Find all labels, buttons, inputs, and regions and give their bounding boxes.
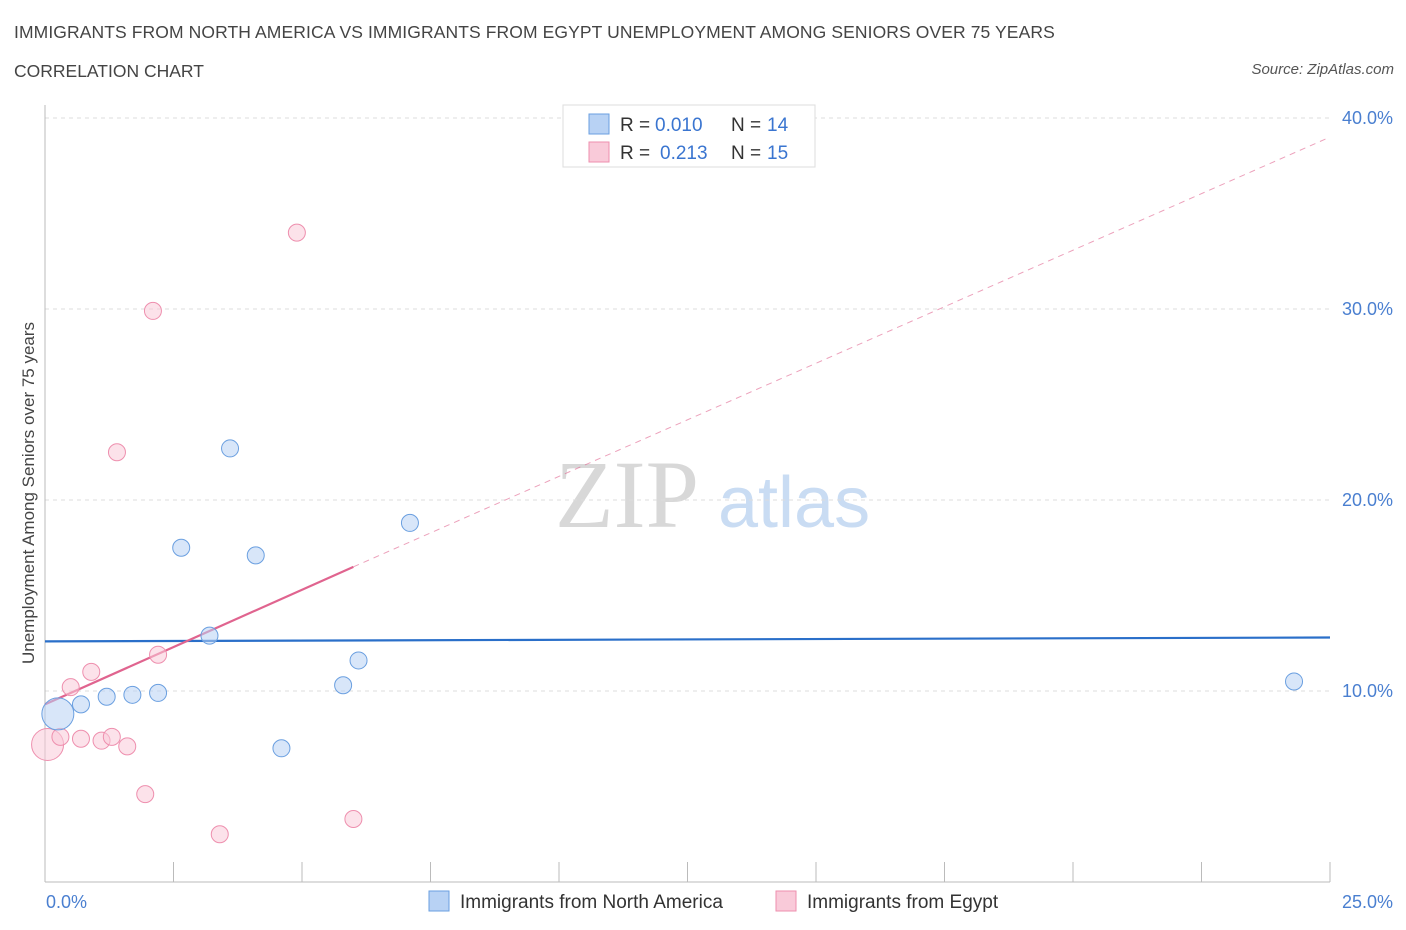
point-egypt-4 (82, 662, 101, 681)
legend-swatch-egypt (588, 141, 610, 163)
trend-line-egypt (44, 565, 354, 706)
y-tick-label-30: 30.0% (1342, 299, 1393, 319)
point-north-america-6 (200, 626, 219, 645)
y-axis-title: Unemployment Among Seniors over 75 years (19, 322, 38, 664)
point-north-america-7 (221, 439, 240, 458)
point-egypt-8 (118, 737, 137, 756)
legend-n-value-1: 14 (767, 115, 789, 136)
grid-lines (45, 117, 1330, 692)
point-north-america-10 (334, 676, 353, 695)
trend-lines (44, 136, 1331, 706)
point-egypt-13 (287, 223, 306, 242)
point-egypt-7 (107, 443, 126, 462)
legend-n-value-2: 15 (767, 143, 788, 164)
y-tick-label-20: 20.0% (1342, 490, 1393, 510)
x-axis-ticks (44, 862, 1331, 882)
x-tick-label-min: 0.0% (46, 892, 87, 912)
point-egypt-2 (61, 678, 80, 697)
watermark-zip: ZIP (555, 441, 699, 548)
point-north-america-3 (123, 685, 142, 704)
x-tick-label-max: 25.0% (1342, 892, 1393, 912)
point-egypt-3 (71, 729, 90, 748)
watermark-atlas: atlas (718, 463, 870, 543)
legend-r-label-2: R = (620, 143, 650, 164)
bottom-legend-swatch-egypt (775, 890, 797, 912)
point-north-america-8 (246, 546, 265, 565)
legend-swatch-north-america (588, 113, 610, 135)
point-egypt-6 (102, 727, 121, 746)
point-egypt-14 (344, 809, 363, 828)
legend-n-label-2: N = (731, 143, 761, 164)
point-egypt-11 (149, 645, 168, 664)
y-tick-label-40: 40.0% (1342, 108, 1393, 128)
point-north-america-4 (149, 683, 168, 702)
point-north-america-0 (41, 697, 75, 731)
point-egypt-1 (51, 727, 70, 746)
data-points (31, 223, 1304, 844)
point-egypt-12 (210, 825, 229, 844)
legend-r-value-2: 0.213 (660, 143, 708, 164)
source-credit: Source: ZipAtlas.com (1251, 61, 1394, 78)
point-north-america-5 (172, 538, 191, 557)
series-legend: Immigrants from North America Immigrants… (428, 890, 999, 913)
y-axis-tick-labels: 10.0% 20.0% 30.0% 40.0% (1342, 108, 1393, 701)
bottom-legend-label-north-america: Immigrants from North America (460, 892, 723, 913)
y-tick-label-10: 10.0% (1342, 681, 1393, 701)
chart-subtitle: CORRELATION CHART (14, 61, 204, 81)
point-north-america-1 (71, 695, 90, 714)
point-north-america-2 (97, 687, 116, 706)
point-north-america-11 (349, 651, 368, 670)
trend-line-north-america (44, 636, 1331, 643)
legend-n-label-1: N = (731, 115, 761, 136)
point-north-america-9 (272, 739, 291, 758)
bottom-legend-label-egypt: Immigrants from Egypt (807, 892, 999, 913)
bottom-legend-swatch-north-america (428, 890, 450, 912)
point-north-america-12 (400, 513, 419, 532)
point-egypt-9 (136, 785, 155, 804)
trend-line-egypt-extension (353, 136, 1331, 568)
chart-title: IMMIGRANTS FROM NORTH AMERICA VS IMMIGRA… (14, 22, 1055, 42)
stats-legend: R = 0.010 N = 14 R = 0.213 N = 15 (562, 104, 816, 168)
legend-r-value-1: 0.010 (655, 115, 703, 136)
point-north-america-13 (1285, 672, 1304, 691)
legend-r-label-1: R = (620, 115, 650, 136)
point-egypt-10 (143, 301, 162, 320)
